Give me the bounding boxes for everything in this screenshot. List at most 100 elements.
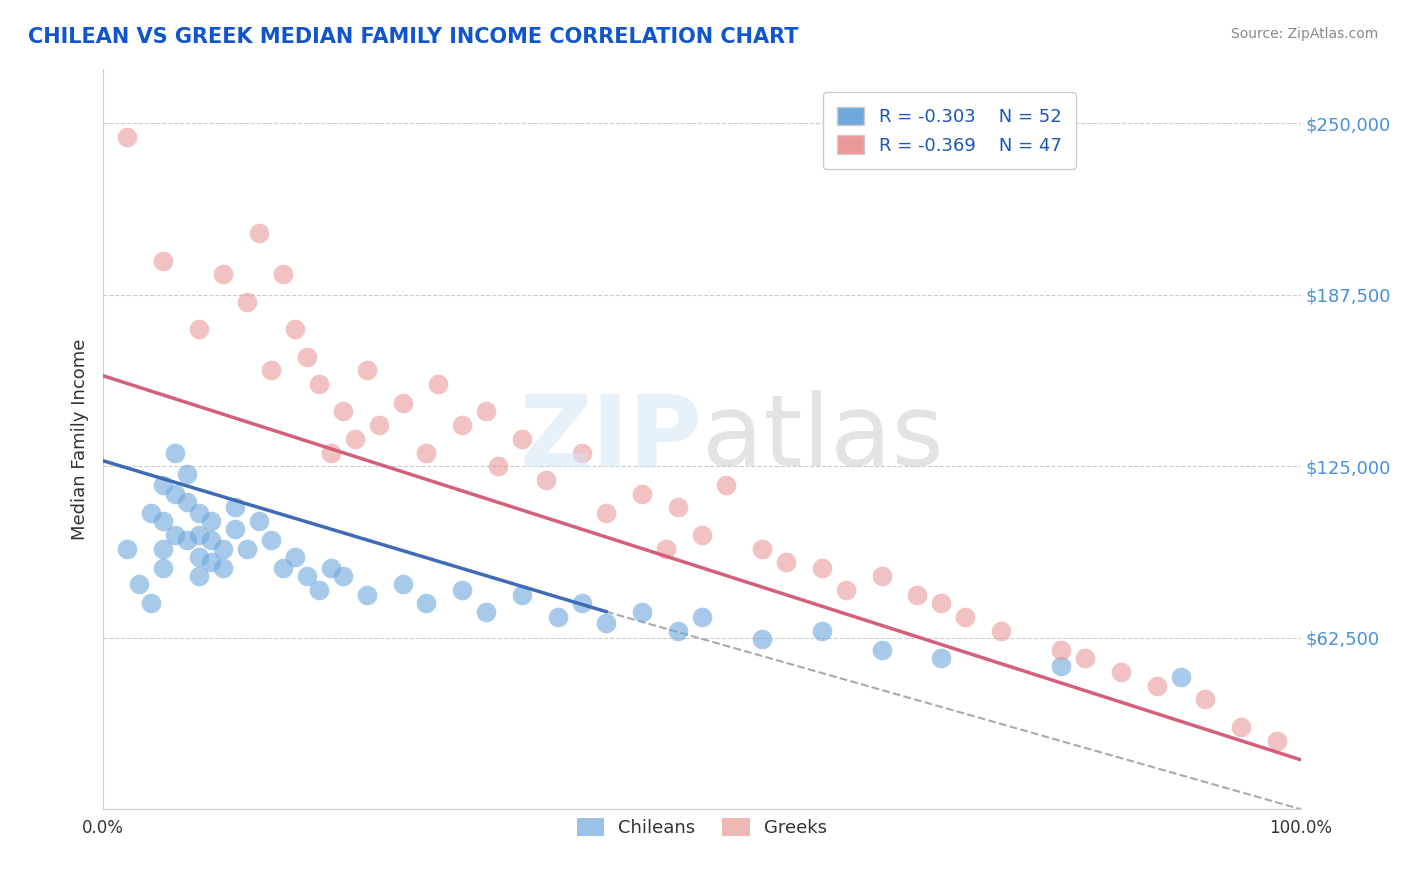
Point [200,555,222,569]
Point [1109,665,1132,679]
Point [271,560,294,574]
Point [451,418,474,433]
Point [176,495,198,509]
Point [534,473,557,487]
Point [332,569,354,583]
Point [391,396,413,410]
Point [343,432,366,446]
Point [1170,670,1192,684]
Point [163,528,186,542]
Point [690,528,713,542]
Point [115,130,138,145]
Point [271,267,294,281]
Point [187,549,209,564]
Point [152,478,174,492]
Point [595,615,617,630]
Point [451,582,474,597]
Point [356,363,378,377]
Point [631,486,654,500]
Point [1229,720,1251,734]
Point [200,514,222,528]
Point [187,569,209,583]
Point [367,418,389,433]
Point [319,560,342,574]
Text: ZIP: ZIP [519,391,702,487]
Point [571,596,593,610]
Point [152,253,174,268]
Point [163,445,186,459]
Point [690,610,713,624]
Text: CHILEAN VS GREEK MEDIAN FAMILY INCOME CORRELATION CHART: CHILEAN VS GREEK MEDIAN FAMILY INCOME CO… [28,27,799,46]
Point [284,549,307,564]
Point [152,541,174,556]
Point [990,624,1012,638]
Point [236,541,259,556]
Point [224,500,246,515]
Point [810,624,832,638]
Point [1194,692,1216,706]
Point [631,605,654,619]
Point [834,582,856,597]
Y-axis label: Median Family Income: Median Family Income [72,338,89,540]
Point [319,445,342,459]
Point [212,541,235,556]
Point [870,643,893,657]
Point [391,577,413,591]
Point [128,577,150,591]
Point [176,533,198,548]
Point [212,267,235,281]
Point [751,632,773,646]
Point [247,226,270,240]
Point [176,467,198,482]
Point [655,541,678,556]
Point [139,506,162,520]
Point [295,569,318,583]
Legend: Chileans, Greeks: Chileans, Greeks [569,811,834,845]
Point [931,596,953,610]
Point [187,322,209,336]
Point [308,376,330,391]
Point [284,322,307,336]
Point [1265,733,1288,747]
Point [200,533,222,548]
Text: atlas: atlas [702,391,943,487]
Point [510,588,533,602]
Point [475,605,498,619]
Point [714,478,737,492]
Point [260,533,283,548]
Point [775,555,797,569]
Point [547,610,569,624]
Point [486,459,509,474]
Point [224,522,246,536]
Point [415,596,437,610]
Point [415,445,437,459]
Point [931,651,953,665]
Text: Source: ZipAtlas.com: Source: ZipAtlas.com [1230,27,1378,41]
Point [308,582,330,597]
Point [332,404,354,418]
Point [751,541,773,556]
Point [187,506,209,520]
Point [139,596,162,610]
Point [295,350,318,364]
Point [907,588,929,602]
Point [810,560,832,574]
Point [187,528,209,542]
Point [163,486,186,500]
Point [1146,679,1168,693]
Point [212,560,235,574]
Point [1050,643,1073,657]
Point [571,445,593,459]
Point [260,363,283,377]
Point [666,624,689,638]
Point [1050,659,1073,673]
Point [666,500,689,515]
Point [152,560,174,574]
Point [955,610,977,624]
Point [356,588,378,602]
Point [475,404,498,418]
Point [115,541,138,556]
Point [152,514,174,528]
Point [1074,651,1097,665]
Point [870,569,893,583]
